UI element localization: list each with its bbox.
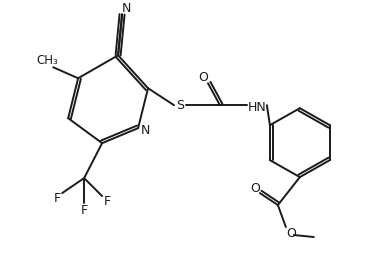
Text: F: F bbox=[54, 192, 61, 204]
Text: N: N bbox=[122, 2, 131, 15]
Text: N: N bbox=[140, 124, 150, 137]
Text: CH₃: CH₃ bbox=[36, 54, 58, 67]
Text: O: O bbox=[198, 71, 208, 84]
Text: O: O bbox=[286, 227, 296, 240]
Text: S: S bbox=[176, 99, 184, 112]
Text: O: O bbox=[250, 182, 260, 195]
Text: HN: HN bbox=[248, 101, 266, 114]
Text: F: F bbox=[81, 203, 88, 217]
Text: F: F bbox=[104, 195, 111, 208]
